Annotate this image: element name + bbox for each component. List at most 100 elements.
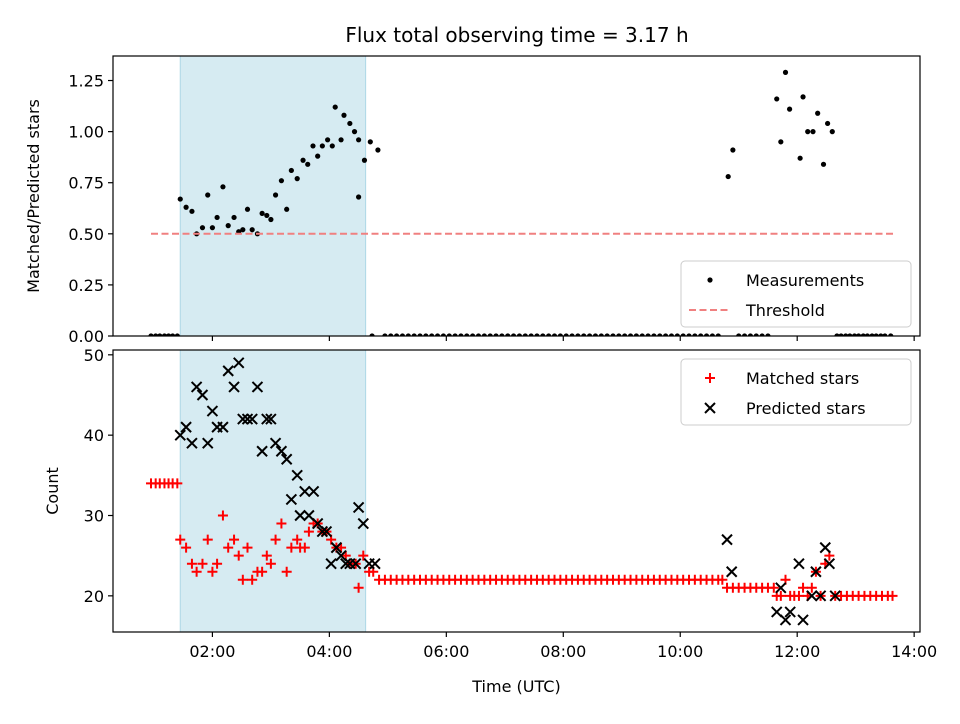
- measurement-point: [888, 333, 894, 336]
- predicted-star-point: [320, 525, 333, 538]
- measurement-point: [864, 333, 870, 336]
- predicted-star-point: [797, 614, 809, 626]
- matched-star-point: [276, 518, 287, 529]
- measurement-point: [747, 333, 754, 336]
- matched-star-point: [233, 550, 244, 561]
- measurement-point: [161, 333, 168, 336]
- measurement-point: [616, 333, 622, 336]
- matched-star-point: [775, 590, 786, 601]
- predicted-star-point: [217, 421, 229, 433]
- legend-marker-matched: [705, 373, 715, 383]
- legend-box: [680, 260, 912, 328]
- measurement-point: [294, 176, 300, 182]
- legend-bottom: Matched stars Predicted stars: [680, 358, 912, 426]
- measurement-point: [177, 196, 183, 202]
- measurement-point: [759, 333, 765, 336]
- predicted-star-point: [251, 381, 264, 393]
- matched-star-point: [286, 542, 297, 553]
- measurement-point: [240, 227, 246, 233]
- measurement-point: [220, 184, 226, 190]
- predicted-star-point: [202, 437, 214, 449]
- predicted-star-point: [186, 437, 198, 449]
- matched-star-point: [247, 574, 258, 585]
- measurement-point: [843, 333, 849, 336]
- predicted-star-point: [233, 357, 245, 369]
- measurement-point: [329, 143, 335, 149]
- measurement-point: [458, 333, 464, 336]
- measurement-point: [829, 129, 835, 135]
- measurement-point: [645, 333, 651, 336]
- measurement-point: [361, 157, 368, 163]
- matched-star-point: [229, 534, 240, 545]
- y-tick-label-bottom: 20: [84, 587, 104, 606]
- matched-star-point: [237, 574, 248, 585]
- predicted-star-point: [819, 541, 831, 554]
- measurement-point: [657, 333, 663, 336]
- measurement-point: [800, 94, 806, 100]
- predicted-star-point: [316, 525, 329, 538]
- predicted-star-point: [311, 517, 324, 530]
- measurement-point: [774, 96, 780, 102]
- matched-star-point: [212, 558, 223, 569]
- measurement-point: [214, 214, 220, 221]
- measurement-point: [834, 333, 840, 336]
- measurement-point: [341, 112, 347, 118]
- predicted-star-point: [352, 501, 365, 514]
- measurement-point: [332, 104, 338, 110]
- x-axis-label: Time (UTC): [471, 677, 560, 696]
- measurement-point: [581, 333, 587, 336]
- predicted-star-point: [330, 541, 343, 554]
- measurement-point: [356, 137, 362, 143]
- measurement-point: [319, 143, 325, 149]
- measurement-point: [429, 333, 435, 336]
- matched-star-point: [353, 582, 364, 593]
- predicted-star-point: [823, 558, 836, 570]
- measurement-point: [540, 333, 546, 336]
- measurement-point: [663, 333, 669, 336]
- predicted-star-point: [275, 445, 288, 457]
- matched-star-point: [717, 574, 728, 585]
- measurement-point: [622, 333, 628, 336]
- predicted-star-point: [256, 445, 268, 457]
- measurement-point: [528, 333, 534, 336]
- measurement-point: [709, 333, 716, 336]
- predicted-star-point: [784, 606, 796, 618]
- legend-marker-predicted: [704, 402, 716, 414]
- predicted-star-point: [349, 558, 362, 570]
- predicted-star-point: [299, 485, 311, 498]
- predicted-star-point: [721, 533, 733, 546]
- measurement-point: [470, 333, 476, 336]
- measurement-point: [851, 333, 858, 336]
- measurement-point: [153, 333, 159, 336]
- measurement-point: [300, 157, 306, 163]
- measurement-point: [546, 333, 552, 336]
- measurement-point: [674, 333, 680, 336]
- measurement-point: [586, 333, 593, 336]
- measurement-point: [446, 333, 452, 336]
- measurement-point: [855, 333, 862, 336]
- matched-star-point: [257, 566, 268, 577]
- predicted-star-point: [269, 437, 282, 449]
- predicted-star-point: [237, 413, 249, 425]
- measurement-point: [272, 192, 279, 198]
- matched-star-point: [793, 590, 804, 601]
- legend-label: Matched stars: [746, 369, 859, 388]
- y-tick-label-bottom: 30: [84, 507, 104, 526]
- observing-span-bottom: [179, 349, 367, 633]
- predicted-star-point: [307, 485, 320, 498]
- x-tick-label: 02:00: [189, 642, 235, 661]
- matched-star-point: [202, 534, 213, 545]
- legend-marker-measurements: [707, 277, 713, 283]
- chart-title: Flux total observing time = 3.17 h: [345, 23, 688, 47]
- matched-star-point: [207, 566, 218, 577]
- measurement-point: [452, 333, 458, 336]
- axes-frame-bottom: [112, 349, 921, 633]
- y-tick-label-top: 0.00: [68, 327, 104, 346]
- measurement-point: [805, 129, 811, 135]
- predicted-star-point: [246, 413, 258, 425]
- measurement-point: [434, 333, 441, 336]
- matched-star-point: [265, 558, 276, 569]
- predicted-star-point: [810, 566, 822, 578]
- top-panel: 0.00 0.25 0.50 0.75 1.00 1.25 Matched/Predicte…: [24, 55, 921, 346]
- measurement-point: [249, 227, 255, 233]
